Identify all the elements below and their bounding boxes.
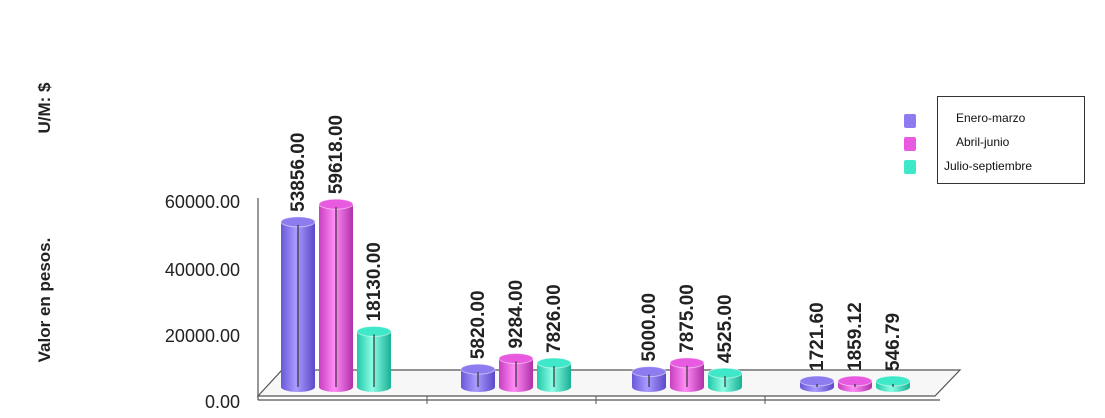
bar <box>707 367 743 392</box>
bar <box>460 363 496 392</box>
y-tick-label: 0.00 <box>205 392 240 412</box>
bar <box>669 357 705 392</box>
bar <box>631 366 667 392</box>
legend: Enero-marzo Abril-junio Julio-septiembre <box>937 96 1085 184</box>
data-label: 59618.00 <box>326 115 347 194</box>
data-label: 4525.00 <box>715 294 736 363</box>
data-label: 7875.00 <box>677 284 698 353</box>
bar <box>318 198 354 392</box>
labels-layer: 53856.00 5820.00 5000.00 1721.60 59618.00 928… <box>288 115 904 371</box>
data-label: 546.79 <box>883 313 904 371</box>
y-axis-label: Valor en pesos. <box>35 238 54 363</box>
y-tick-label: 20000.00 <box>165 326 240 346</box>
data-label: 1721.60 <box>807 302 828 371</box>
bar <box>799 375 835 392</box>
bar <box>356 325 392 392</box>
data-label: 9284.00 <box>506 280 527 349</box>
legend-label-abril-junio: Abril-junio <box>956 135 1010 149</box>
data-label: 5000.00 <box>639 293 660 362</box>
legend-label-enero-marzo: Enero-marzo <box>956 111 1026 125</box>
data-label: 18130.00 <box>364 242 385 321</box>
data-label: 5820.00 <box>468 290 489 359</box>
legend-swatch-abril-junio <box>904 137 916 151</box>
bar <box>280 216 316 392</box>
bar <box>837 375 873 392</box>
y-tick-label: 40000.00 <box>165 260 240 280</box>
bar <box>875 375 911 392</box>
data-label: 53856.00 <box>288 133 309 212</box>
data-label: 1859.12 <box>845 302 866 371</box>
bar <box>498 353 534 392</box>
legend-swatch-julio-septiembre <box>904 160 916 174</box>
data-label: 7826.00 <box>544 284 565 353</box>
unit-label: U/M: $ <box>35 82 54 134</box>
legend-label-julio-septiembre: Julio-septiembre <box>944 159 1033 173</box>
legend-swatch-enero-marzo <box>904 114 916 128</box>
y-tick-label: 60000.00 <box>165 192 240 212</box>
bar <box>536 357 572 392</box>
bars-layer <box>280 198 911 392</box>
